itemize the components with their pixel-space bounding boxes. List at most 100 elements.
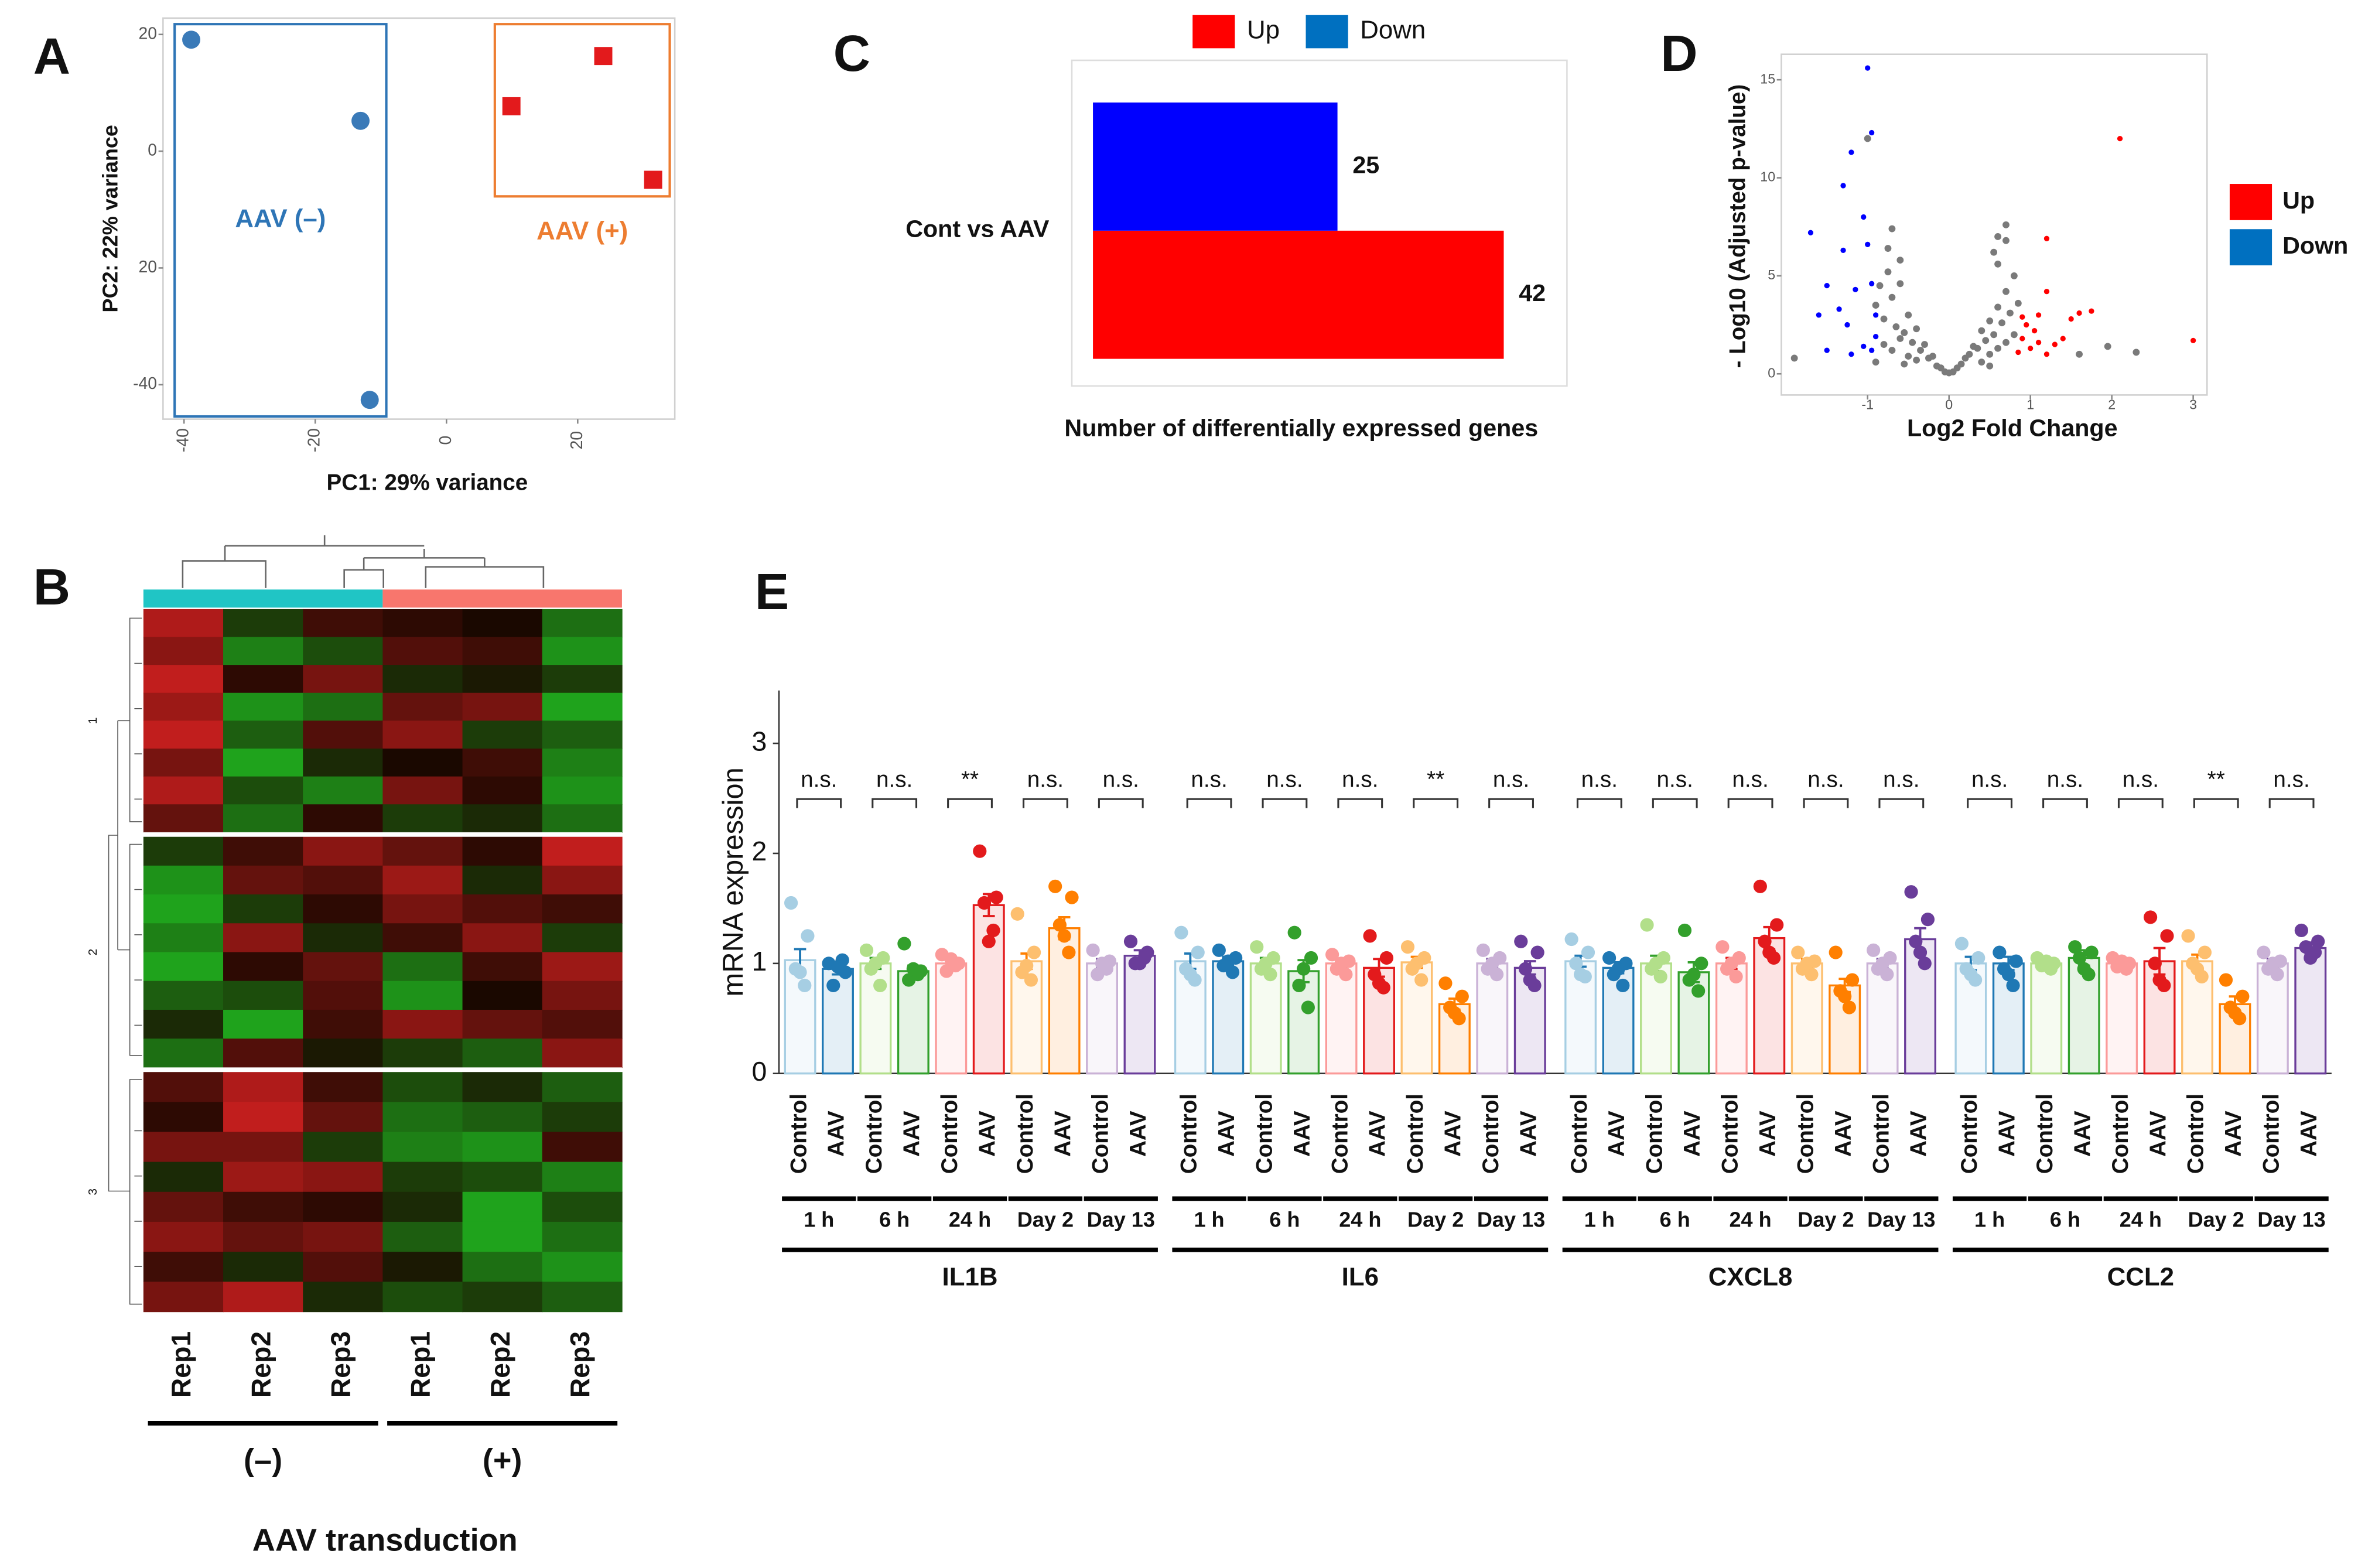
significance-label: n.s.: [801, 767, 837, 792]
bar: [2256, 962, 2289, 1075]
point: [1994, 233, 2002, 240]
condition-label: Control: [1868, 1094, 1894, 1174]
point: [1414, 973, 1429, 987]
y-tick-label: 10: [1760, 169, 1775, 185]
point: [1048, 879, 1062, 893]
point: [1994, 303, 2002, 311]
bar: [784, 959, 816, 1075]
point: [1913, 325, 1920, 333]
heatmap-cell: [462, 981, 543, 1010]
point: [1861, 214, 1867, 220]
x-tick-label: 0: [1945, 397, 1953, 412]
point: [798, 978, 812, 992]
point: [2084, 945, 2099, 959]
point: [2010, 331, 2018, 339]
point: [644, 170, 662, 189]
panel-label: E: [755, 563, 789, 620]
point: [1225, 965, 1240, 979]
x-tick-label: -20: [305, 428, 324, 452]
point: [1530, 945, 1544, 959]
point: [1872, 358, 1879, 366]
heatmap-cell: [303, 609, 384, 638]
point: [1904, 885, 1918, 899]
point: [2228, 1006, 2242, 1020]
heatmap-cell: [143, 1191, 224, 1222]
y-tick-label: 1: [752, 946, 767, 976]
point: [1379, 951, 1393, 965]
heatmap-cell: [382, 637, 463, 665]
point: [1455, 989, 1469, 1003]
heatmap-cell: [223, 1252, 303, 1283]
heatmap-cell: [542, 1282, 623, 1313]
heatmap-cell: [542, 749, 623, 777]
x-tick-label: -40: [174, 428, 193, 452]
point: [989, 890, 1003, 904]
condition-label: AAV: [1214, 1111, 1239, 1157]
y-tick-label: 20: [139, 258, 158, 276]
bar: [2106, 962, 2138, 1075]
point: [1574, 968, 1588, 982]
point: [1581, 945, 1595, 959]
heatmap-cell: [223, 665, 303, 694]
significance-label: **: [2207, 767, 2225, 792]
point: [1297, 962, 1311, 976]
condition-label: Control: [1567, 1094, 1592, 1174]
point: [1918, 956, 1932, 971]
heatmap-cell: [382, 1282, 463, 1313]
heatmap-cell: [303, 749, 384, 777]
point: [1861, 343, 1867, 350]
heatmap-cell: [223, 692, 303, 722]
heatmap-cell: [143, 1102, 224, 1133]
heatmap-cell: [223, 776, 303, 805]
legend-label: Down: [1360, 16, 1426, 45]
point: [2160, 929, 2174, 943]
y-axis-label: - Log10 (Adjusted p-value): [1725, 84, 1750, 368]
point: [1971, 951, 1985, 965]
point: [2002, 221, 2010, 228]
condition-label: AAV: [1050, 1111, 1075, 1157]
point: [2031, 327, 2038, 334]
heatmap-cell: [382, 923, 463, 953]
point: [1892, 323, 1900, 330]
heatmap-cell: [382, 1132, 463, 1163]
point: [1864, 135, 1871, 142]
heatmap-cell: [303, 952, 384, 982]
heatmap-cell: [223, 923, 303, 953]
point: [2002, 237, 2010, 244]
heatmap-cell: [303, 894, 384, 924]
heatmap-cell: [382, 665, 463, 694]
point: [1191, 945, 1205, 959]
heatmap-cell: [143, 981, 224, 1010]
point: [1888, 293, 1896, 301]
heatmap-cell: [223, 609, 303, 638]
point: [1872, 312, 1879, 318]
y-tick-label: 20: [139, 24, 158, 43]
point: [1400, 940, 1415, 954]
significance-label: n.s.: [876, 767, 913, 792]
x-axis-label: AAV transduction: [252, 1523, 518, 1558]
point: [1840, 247, 1846, 254]
point: [2006, 978, 2020, 992]
point: [2052, 341, 2058, 347]
significance-bracket: [1878, 798, 1925, 808]
bar: [1866, 962, 1899, 1075]
value-label: 42: [1519, 279, 1546, 306]
point: [1848, 351, 1854, 357]
heatmap-cell: [223, 894, 303, 924]
point: [1325, 948, 1339, 962]
heatmap-cell: [542, 637, 623, 665]
legend-swatch: [2229, 229, 2272, 266]
point: [897, 937, 911, 951]
heatmap-cell: [542, 1221, 623, 1252]
heatmap-cell: [382, 609, 463, 638]
heatmap-cell: [382, 894, 463, 924]
heatmap-cell: [303, 692, 384, 722]
column-label: Rep1: [405, 1331, 436, 1398]
significance-label: n.s.: [2123, 767, 2159, 792]
heatmap-cell: [223, 952, 303, 982]
heatmap-cell: [542, 865, 623, 895]
point: [1095, 956, 1109, 971]
point: [1677, 923, 1692, 938]
x-axis-label: PC1: 29% variance: [327, 470, 528, 495]
point: [1905, 353, 1912, 360]
